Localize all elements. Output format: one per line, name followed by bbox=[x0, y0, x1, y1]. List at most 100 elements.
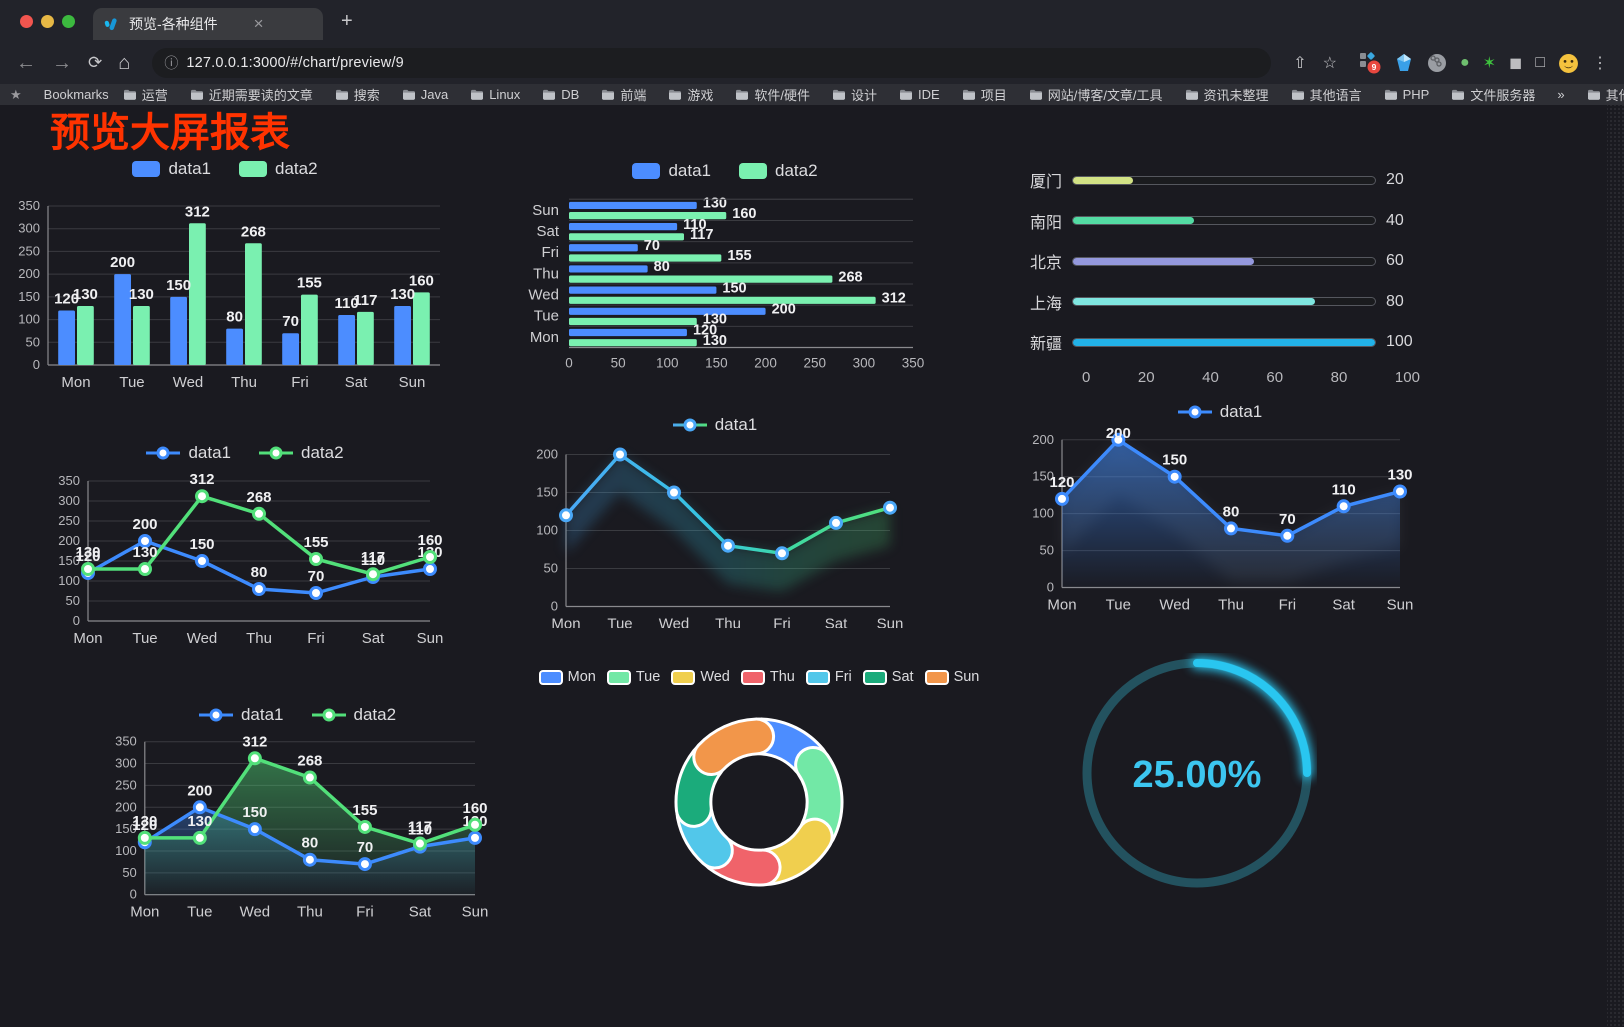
svg-text:130: 130 bbox=[73, 286, 98, 303]
svg-text:110: 110 bbox=[1332, 481, 1356, 498]
svg-text:Mon: Mon bbox=[551, 616, 580, 628]
svg-text:Wed: Wed bbox=[187, 630, 218, 647]
svg-text:200: 200 bbox=[1032, 432, 1054, 447]
svg-text:150: 150 bbox=[722, 280, 746, 296]
svg-text:0: 0 bbox=[73, 613, 80, 628]
svg-text:80: 80 bbox=[302, 835, 319, 852]
svg-text:100: 100 bbox=[58, 573, 80, 588]
svg-text:150: 150 bbox=[536, 485, 558, 500]
svg-text:155: 155 bbox=[727, 248, 751, 264]
svg-text:Wed: Wed bbox=[173, 374, 204, 391]
svg-text:350: 350 bbox=[18, 198, 40, 213]
svg-text:Wed: Wed bbox=[240, 904, 271, 918]
svg-text:160: 160 bbox=[417, 532, 442, 549]
svg-text:200: 200 bbox=[132, 516, 157, 533]
svg-text:Fri: Fri bbox=[773, 616, 791, 628]
svg-text:312: 312 bbox=[242, 733, 267, 750]
svg-text:Fri: Fri bbox=[291, 374, 309, 391]
svg-text:300: 300 bbox=[853, 356, 876, 371]
svg-text:Thu: Thu bbox=[533, 265, 559, 282]
svg-text:50: 50 bbox=[1040, 543, 1054, 558]
svg-text:150: 150 bbox=[705, 356, 728, 371]
svg-text:312: 312 bbox=[189, 471, 214, 488]
svg-text:Sun: Sun bbox=[417, 630, 444, 647]
svg-text:Sat: Sat bbox=[536, 223, 559, 240]
svg-text:150: 150 bbox=[242, 804, 267, 821]
svg-text:130: 130 bbox=[75, 544, 100, 561]
svg-text:Thu: Thu bbox=[715, 616, 741, 628]
svg-text:160: 160 bbox=[409, 272, 434, 289]
svg-text:Sun: Sun bbox=[462, 904, 489, 918]
svg-text:70: 70 bbox=[308, 568, 325, 585]
svg-text:70: 70 bbox=[644, 238, 660, 254]
svg-text:Thu: Thu bbox=[1218, 597, 1244, 614]
svg-text:130: 130 bbox=[1387, 466, 1412, 483]
svg-text:268: 268 bbox=[241, 223, 266, 240]
svg-text:117: 117 bbox=[690, 227, 713, 243]
svg-text:Wed: Wed bbox=[659, 616, 690, 628]
svg-text:Mon: Mon bbox=[73, 630, 102, 647]
svg-text:Sat: Sat bbox=[345, 374, 368, 391]
svg-text:200: 200 bbox=[754, 356, 777, 371]
svg-text:Sun: Sun bbox=[399, 374, 426, 391]
svg-text:117: 117 bbox=[353, 292, 377, 309]
svg-text:130: 130 bbox=[132, 813, 157, 830]
svg-text:Tue: Tue bbox=[187, 904, 212, 918]
svg-text:150: 150 bbox=[1162, 452, 1187, 469]
svg-text:300: 300 bbox=[18, 221, 40, 236]
svg-text:Tue: Tue bbox=[132, 630, 157, 647]
svg-text:200: 200 bbox=[772, 301, 796, 317]
svg-text:155: 155 bbox=[297, 275, 322, 292]
svg-text:100: 100 bbox=[115, 843, 137, 858]
svg-text:Thu: Thu bbox=[231, 374, 257, 391]
svg-text:130: 130 bbox=[132, 544, 157, 561]
svg-text:200: 200 bbox=[536, 447, 558, 462]
svg-text:0: 0 bbox=[551, 599, 558, 614]
svg-text:312: 312 bbox=[882, 290, 906, 306]
svg-text:200: 200 bbox=[187, 782, 212, 799]
svg-text:80: 80 bbox=[654, 259, 670, 275]
svg-text:250: 250 bbox=[115, 777, 137, 792]
svg-text:80: 80 bbox=[1223, 503, 1240, 520]
svg-text:Sat: Sat bbox=[409, 904, 432, 918]
svg-text:268: 268 bbox=[246, 489, 271, 506]
svg-text:50: 50 bbox=[611, 356, 626, 371]
svg-text:70: 70 bbox=[1279, 511, 1296, 528]
svg-text:9: 9 bbox=[1372, 62, 1377, 72]
svg-text:Wed: Wed bbox=[528, 287, 559, 304]
svg-text:100: 100 bbox=[536, 523, 558, 538]
svg-text:50: 50 bbox=[66, 593, 80, 608]
svg-text:200: 200 bbox=[18, 266, 40, 281]
svg-text:Mon: Mon bbox=[61, 374, 90, 391]
svg-text:0: 0 bbox=[565, 356, 573, 371]
svg-text:160: 160 bbox=[732, 206, 756, 222]
svg-text:150: 150 bbox=[189, 536, 214, 553]
svg-text:Tue: Tue bbox=[534, 308, 559, 325]
svg-text:268: 268 bbox=[838, 269, 862, 285]
svg-text:0: 0 bbox=[1047, 580, 1054, 595]
svg-text:Fri: Fri bbox=[1279, 597, 1297, 614]
svg-text:Fri: Fri bbox=[542, 244, 560, 261]
svg-text:Tue: Tue bbox=[607, 616, 632, 628]
svg-text:350: 350 bbox=[115, 734, 137, 749]
svg-text:Sat: Sat bbox=[1332, 597, 1355, 614]
svg-text:350: 350 bbox=[902, 356, 925, 371]
svg-text:100: 100 bbox=[656, 356, 679, 371]
svg-text:130: 130 bbox=[703, 333, 727, 349]
svg-text:117: 117 bbox=[408, 819, 432, 836]
svg-text:50: 50 bbox=[122, 865, 136, 880]
svg-text:Mon: Mon bbox=[130, 904, 159, 918]
svg-text:Thu: Thu bbox=[297, 904, 323, 918]
svg-text:160: 160 bbox=[462, 800, 487, 817]
svg-text:Thu: Thu bbox=[246, 630, 272, 647]
svg-text:Mon: Mon bbox=[530, 329, 559, 346]
svg-text:155: 155 bbox=[303, 534, 328, 551]
svg-text:150: 150 bbox=[166, 277, 191, 294]
svg-text:25.00%: 25.00% bbox=[1133, 754, 1262, 796]
svg-text:Sun: Sun bbox=[877, 616, 904, 628]
svg-text:70: 70 bbox=[282, 313, 299, 330]
svg-text:80: 80 bbox=[251, 564, 268, 581]
svg-text:100: 100 bbox=[18, 312, 40, 327]
svg-text:130: 130 bbox=[129, 286, 154, 303]
svg-text:300: 300 bbox=[115, 756, 137, 771]
